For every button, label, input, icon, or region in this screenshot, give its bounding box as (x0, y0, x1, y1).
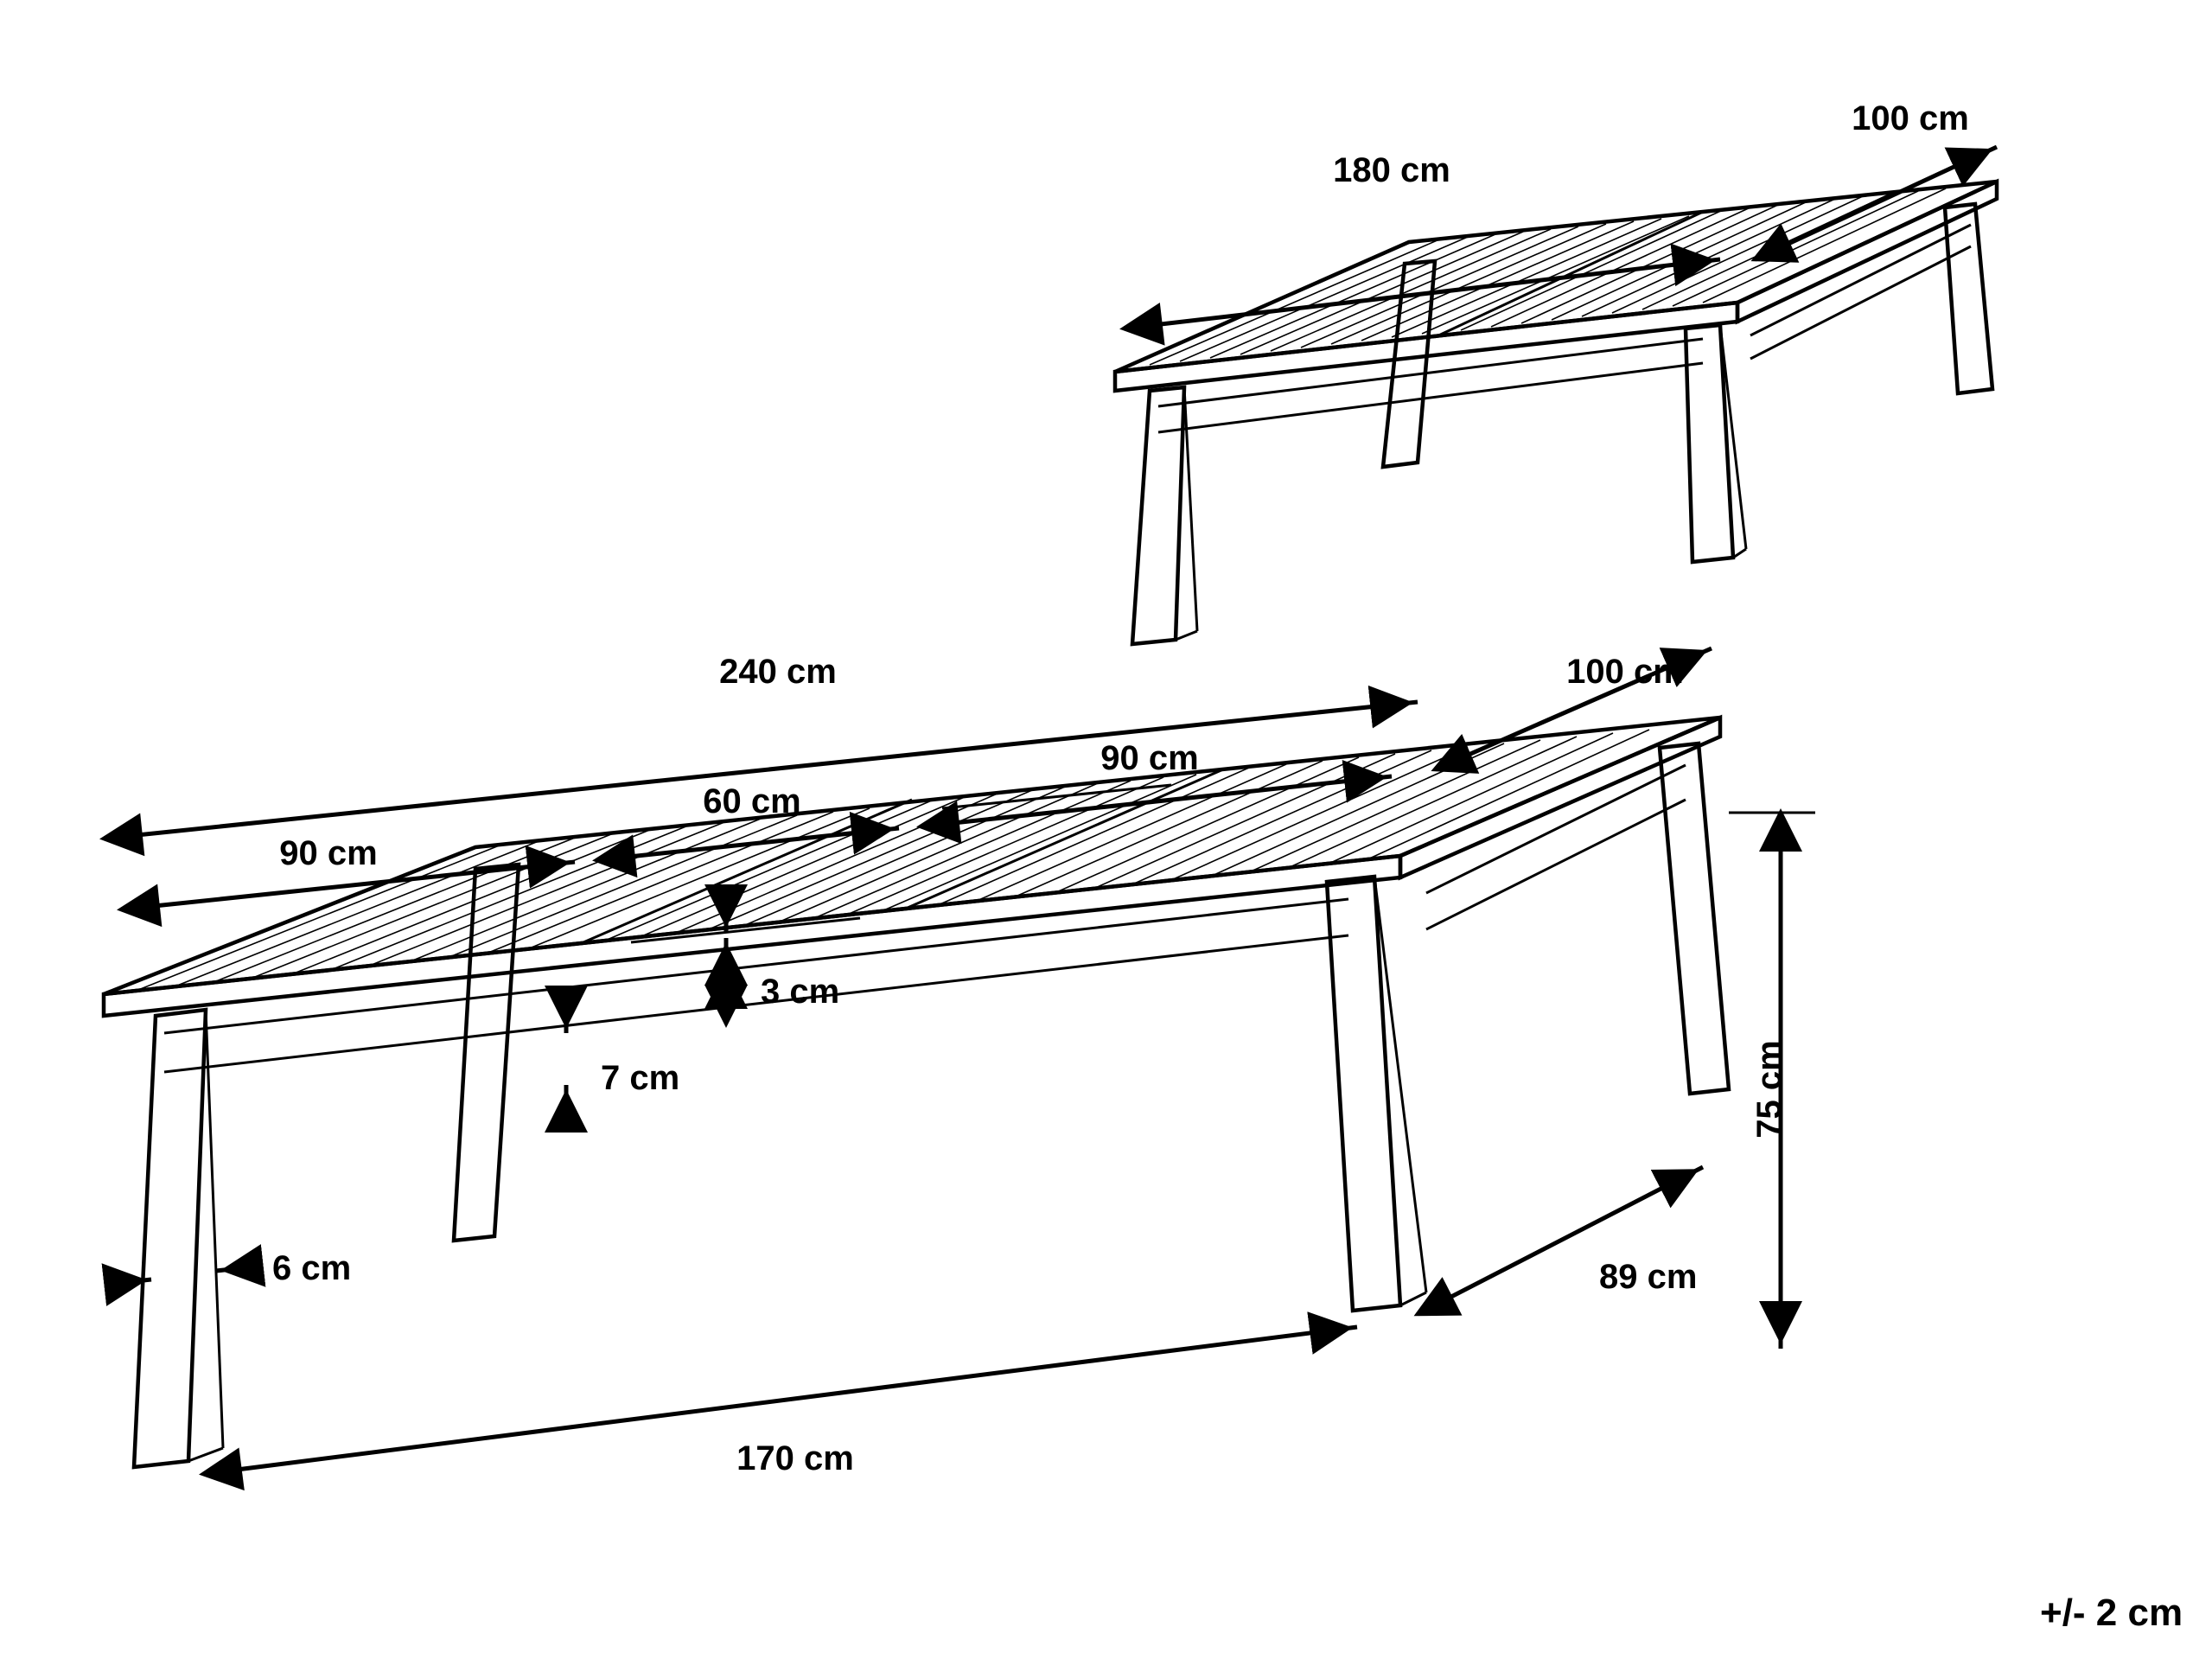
tolerance-note: +/- 2 cm (2040, 1592, 2183, 1634)
dim-apron: 7 cm (601, 1059, 679, 1097)
dim-height: 75 cm (1750, 1040, 1788, 1138)
diagram-canvas: 180 cm 100 cm 240 cm 90 cm 60 cm 90 cm 1… (0, 0, 2212, 1659)
dim-leg-thick: 6 cm (272, 1249, 351, 1287)
dim-width: 100 cm (1566, 653, 1684, 691)
dim-total-length: 240 cm (719, 653, 837, 691)
large-table: 240 cm 90 cm 60 cm 90 cm 100 cm 75 cm (104, 648, 1815, 1477)
dim-small-width: 100 cm (1852, 99, 1969, 137)
dim-top-thickness: 3 cm (761, 973, 839, 1011)
small-table: 180 cm 100 cm (1115, 99, 1997, 644)
dim-seg-left: 90 cm (279, 834, 377, 872)
dim-floor-length: 170 cm (736, 1439, 854, 1477)
dim-small-length: 180 cm (1333, 151, 1450, 189)
dim-floor-width: 89 cm (1599, 1258, 1697, 1296)
